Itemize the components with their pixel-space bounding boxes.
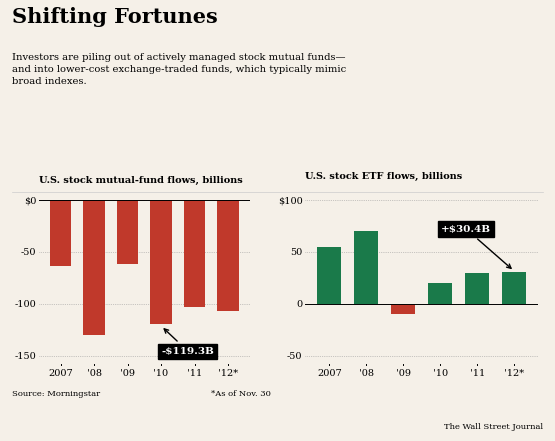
Bar	[465, 273, 490, 304]
Bar	[117, 200, 138, 264]
Text: Shifting Fortunes: Shifting Fortunes	[12, 7, 218, 26]
Bar	[317, 247, 341, 304]
Bar	[502, 272, 526, 304]
Text: U.S. stock ETF flows, billions: U.S. stock ETF flows, billions	[305, 172, 462, 181]
Bar	[428, 283, 452, 304]
Text: -$119.3B: -$119.3B	[162, 329, 214, 355]
Text: Investors are piling out of actively managed stock mutual funds—
and into lower-: Investors are piling out of actively man…	[12, 53, 346, 86]
Text: Source: Morningstar: Source: Morningstar	[12, 390, 100, 398]
Bar	[354, 231, 379, 304]
Text: +$30.4B: +$30.4B	[441, 224, 511, 268]
Bar	[217, 200, 239, 311]
Text: *As of Nov. 30: *As of Nov. 30	[211, 390, 271, 398]
Bar	[83, 200, 105, 335]
Bar	[150, 200, 172, 324]
Text: The Wall Street Journal: The Wall Street Journal	[443, 423, 543, 431]
Bar	[50, 200, 72, 266]
Bar	[184, 200, 205, 307]
Text: U.S. stock mutual-fund flows, billions: U.S. stock mutual-fund flows, billions	[39, 176, 243, 186]
Bar	[391, 304, 415, 314]
